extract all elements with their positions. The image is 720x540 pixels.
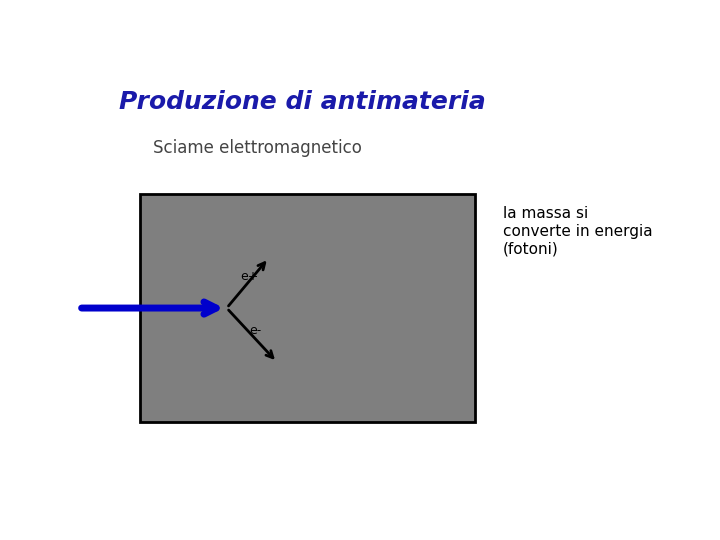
Text: Produzione di antimateria: Produzione di antimateria — [119, 90, 485, 114]
Bar — [140, 194, 475, 422]
Text: la massa si
converte in energia
(fotoni): la massa si converte in energia (fotoni) — [503, 206, 652, 256]
Text: e-: e- — [249, 325, 261, 338]
Text: e+: e+ — [240, 271, 259, 284]
Text: Sciame elettromagnetico: Sciame elettromagnetico — [153, 139, 362, 157]
